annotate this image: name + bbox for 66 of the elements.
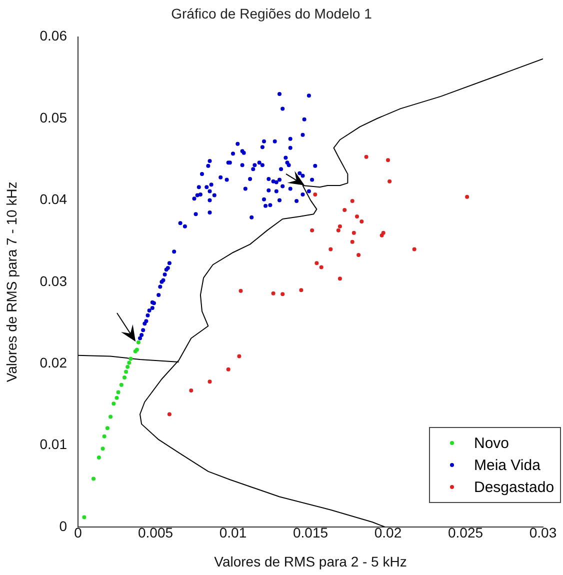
point (226, 367, 230, 372)
point (105, 426, 110, 430)
y-tick-label: 0.05 (40, 109, 68, 126)
chart-title: Gráfico de Regiões do Modelo 1 (171, 5, 372, 22)
point (189, 388, 194, 393)
y-tick-label: 0.02 (40, 354, 68, 370)
x-tick-label: 0.005 (138, 524, 174, 540)
point (124, 370, 128, 374)
point (102, 434, 106, 438)
x-tick-label: 0.01 (219, 524, 247, 540)
x-tick-label: 0.03 (529, 524, 557, 540)
point (356, 252, 361, 257)
point (208, 380, 212, 384)
point (338, 224, 342, 228)
point (128, 356, 133, 361)
point (112, 402, 116, 406)
y-tick-label: 0.04 (40, 191, 68, 208)
point (319, 265, 324, 270)
x-tick-label: 0.02 (374, 524, 402, 540)
point (342, 208, 347, 212)
point (167, 412, 172, 416)
point (314, 261, 319, 266)
y-tick-label: 0.01 (40, 436, 68, 452)
point (388, 179, 392, 184)
point (299, 288, 304, 292)
x-tick-label: 0.025 (448, 524, 484, 540)
point (237, 354, 242, 358)
x-axis-title: Valores de RMS para 2 - 5 kHz (214, 553, 407, 570)
point (328, 247, 333, 252)
point (280, 292, 285, 296)
point (338, 276, 342, 281)
legend-label: Meia Vida (474, 456, 540, 474)
point (350, 240, 354, 244)
point (122, 375, 126, 380)
point (96, 456, 101, 460)
y-tick-label: 0.06 (40, 28, 68, 44)
point (116, 390, 120, 394)
y-tick-label: 0.03 (40, 272, 68, 289)
point (100, 446, 105, 451)
point (380, 233, 384, 238)
point (108, 414, 113, 419)
point (364, 154, 368, 159)
point (336, 228, 340, 232)
point (355, 214, 359, 219)
legend-label: Desgastado (474, 478, 554, 496)
point (82, 515, 86, 520)
legend-label: Novo (474, 434, 510, 452)
point (360, 219, 364, 224)
x-tick-label: 0 (74, 524, 82, 540)
point (238, 288, 243, 293)
point (350, 199, 354, 204)
point (136, 340, 140, 344)
point (386, 158, 390, 162)
point (119, 382, 124, 387)
y-axis-title: Valores de RMS para 7 - 10 kHz (3, 182, 20, 382)
point (412, 247, 416, 252)
point (127, 360, 132, 365)
point (313, 192, 318, 196)
point (114, 396, 119, 400)
point (352, 230, 356, 235)
x-tick-label: 0.015 (292, 524, 328, 540)
point (465, 194, 470, 199)
point (310, 228, 314, 232)
point (92, 476, 96, 481)
point (126, 364, 130, 369)
point (271, 291, 276, 296)
